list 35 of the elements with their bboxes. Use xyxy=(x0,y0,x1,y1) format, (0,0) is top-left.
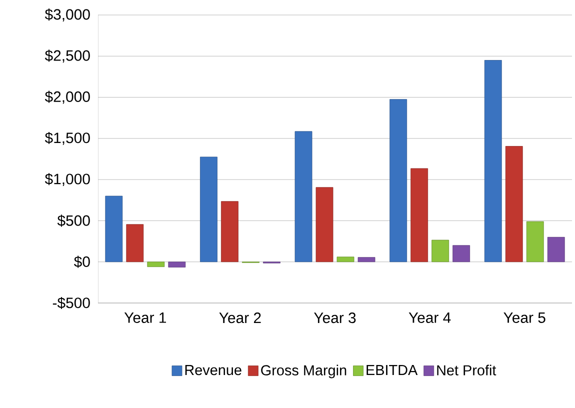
y-tick-label: $500 xyxy=(57,214,90,227)
legend-label: Revenue xyxy=(185,365,242,376)
bar xyxy=(316,187,334,262)
legend-label: Gross Margin xyxy=(261,364,346,378)
bar xyxy=(200,156,218,262)
bar xyxy=(294,131,312,262)
y-tick-label: $2,000 xyxy=(44,90,90,104)
bar xyxy=(547,236,565,262)
x-tick-label: Year 2 xyxy=(219,312,261,324)
bar xyxy=(505,146,523,262)
x-tick-label: Year 5 xyxy=(504,312,546,323)
y-tick-label: $1,500 xyxy=(44,132,90,145)
y-tick-label: $1,000 xyxy=(44,173,90,186)
bar xyxy=(147,262,165,267)
legend-label: EBITDA xyxy=(366,365,418,375)
y-tick-label: -$500 xyxy=(52,296,90,310)
bar xyxy=(168,262,186,268)
x-tick-label: Year 4 xyxy=(408,312,451,323)
bar xyxy=(452,245,470,262)
bar xyxy=(432,240,450,262)
y-tick-label: $3,000 xyxy=(44,8,90,22)
bar xyxy=(410,168,428,262)
x-tick-label: Year 3 xyxy=(314,312,356,324)
legend-label: Net Profit xyxy=(437,364,496,376)
bar xyxy=(336,256,354,262)
x-tick-label: Year 1 xyxy=(124,312,166,323)
y-tick-label: $0 xyxy=(74,256,90,268)
bar xyxy=(526,221,544,262)
bar xyxy=(484,60,502,262)
bar xyxy=(358,257,376,262)
bar xyxy=(105,196,123,262)
bar xyxy=(221,201,238,262)
bar xyxy=(390,99,408,262)
y-tick-label: $2,500 xyxy=(44,50,90,63)
bar xyxy=(126,224,144,262)
